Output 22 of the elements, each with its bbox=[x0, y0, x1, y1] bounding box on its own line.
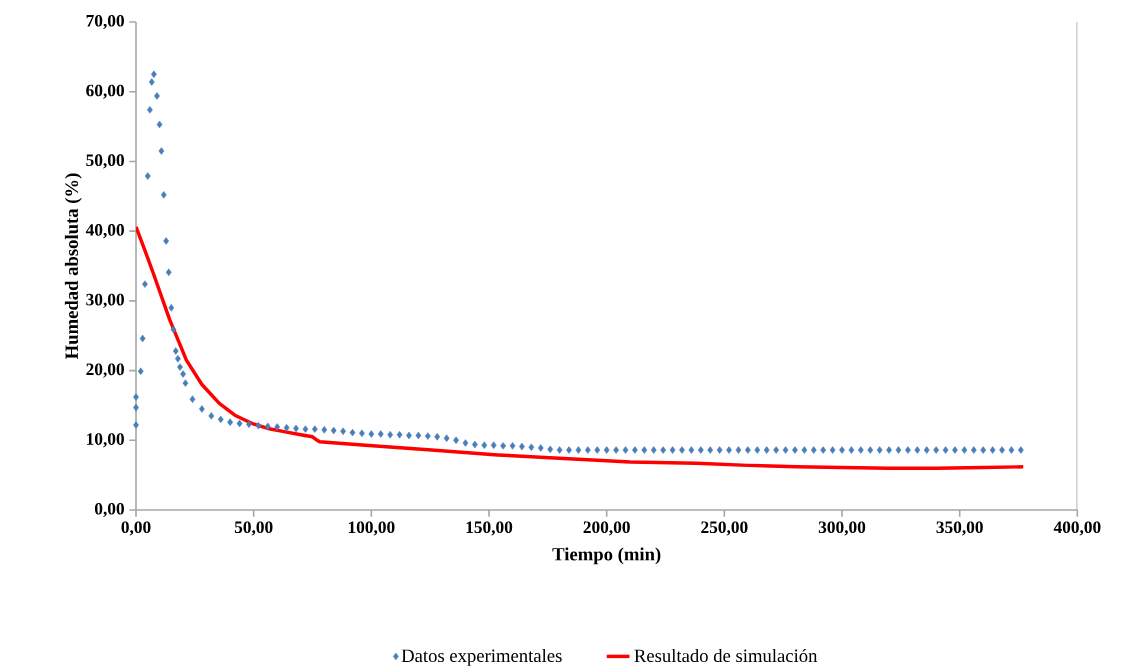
y-tick-label: 70,00 bbox=[86, 14, 124, 30]
y-tick-label: 0,00 bbox=[94, 502, 124, 518]
line-series bbox=[136, 225, 1025, 470]
x-tick-label: 100,00 bbox=[348, 521, 395, 536]
legend-label: Datos experimentales bbox=[401, 648, 562, 666]
x-tick-label: 300,00 bbox=[818, 521, 866, 536]
y-tick-label: 60,00 bbox=[86, 84, 124, 99]
y-tick-label: 10,00 bbox=[87, 433, 124, 448]
x-tick-label: 400,00 bbox=[1053, 521, 1101, 536]
x-axis-title: Tiempo (min) bbox=[552, 547, 661, 565]
x-tick-label: 350,00 bbox=[936, 521, 983, 536]
y-tick-label: 40,00 bbox=[85, 224, 124, 239]
x-tick-label: 50,00 bbox=[234, 521, 273, 536]
y-tick-label: 20,00 bbox=[86, 363, 124, 378]
y-tick-label: 50,00 bbox=[86, 154, 124, 169]
x-tick-label: 250,00 bbox=[701, 521, 748, 536]
x-tick-label: 0,00 bbox=[121, 521, 151, 536]
x-tick-label: 200,00 bbox=[583, 521, 630, 536]
y-axis-title: Humedad absoluta (%) bbox=[64, 173, 82, 360]
x-tick-label: 150,00 bbox=[466, 521, 513, 536]
legend-label: Resultado de simulación bbox=[634, 648, 818, 663]
y-tick-label: 30,00 bbox=[86, 293, 124, 308]
